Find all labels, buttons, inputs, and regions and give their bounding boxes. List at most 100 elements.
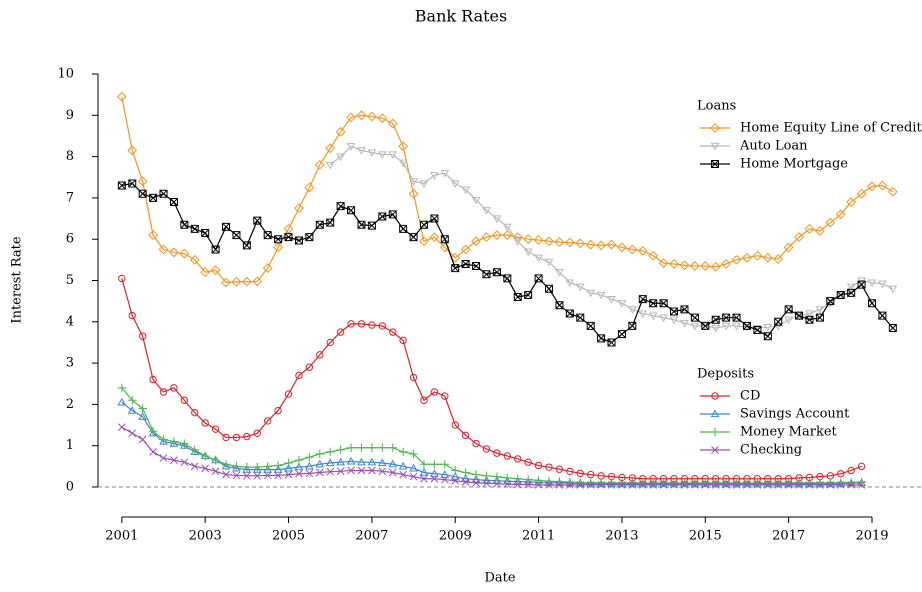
data-point — [805, 315, 814, 324]
data-point — [628, 478, 637, 488]
legend-marker — [711, 446, 719, 454]
data-point — [325, 161, 335, 170]
data-point — [326, 467, 335, 476]
data-point — [159, 189, 168, 198]
data-point — [451, 421, 459, 429]
legend-marker — [710, 409, 720, 418]
data-point — [357, 443, 366, 453]
data-point — [451, 264, 460, 273]
data-point — [597, 334, 606, 343]
data-point — [700, 478, 710, 488]
data-point — [836, 478, 846, 488]
data-point — [846, 283, 856, 292]
data-point — [742, 478, 752, 488]
data-point — [180, 396, 189, 404]
data-point — [502, 223, 512, 232]
data-point — [670, 481, 678, 489]
data-point — [325, 458, 335, 467]
data-point — [429, 232, 440, 243]
legend-label: Savings Account — [740, 407, 850, 422]
data-point — [680, 305, 689, 314]
data-point — [377, 458, 387, 467]
data-point — [711, 478, 721, 488]
y-axis-label: Interest Rate — [10, 236, 25, 323]
data-point — [836, 481, 845, 489]
data-point — [804, 223, 815, 234]
data-point — [648, 312, 658, 321]
data-point — [357, 220, 366, 229]
data-point — [200, 267, 211, 278]
data-point — [565, 279, 575, 288]
data-point — [471, 470, 481, 479]
data-point — [534, 476, 543, 485]
data-point — [482, 471, 491, 481]
data-point — [481, 232, 492, 243]
data-point — [159, 435, 168, 444]
data-point — [544, 476, 554, 486]
data-point — [388, 459, 398, 468]
data-point — [815, 313, 824, 322]
data-point — [284, 470, 293, 479]
data-point — [784, 481, 793, 489]
data-point — [523, 475, 533, 484]
data-point — [409, 178, 418, 186]
legend-marker — [711, 160, 719, 168]
data-point — [816, 481, 824, 489]
x-tick-label: 2015 — [689, 529, 722, 544]
data-point — [169, 439, 179, 447]
data-point — [784, 316, 794, 325]
data-point — [492, 215, 502, 224]
data-point — [211, 425, 220, 433]
data-point — [138, 435, 147, 444]
data-point — [356, 110, 367, 121]
data-point — [263, 465, 273, 473]
data-point — [648, 478, 658, 488]
data-point — [325, 143, 336, 154]
data-point — [190, 445, 200, 455]
data-point — [273, 465, 283, 473]
data-point — [784, 305, 793, 314]
data-point — [252, 465, 262, 473]
data-point — [419, 236, 429, 247]
data-point — [690, 313, 699, 322]
data-point — [482, 479, 491, 488]
x-axis-label: Date — [484, 571, 515, 586]
data-point — [294, 203, 304, 214]
data-point — [179, 248, 190, 259]
data-point — [232, 433, 241, 442]
data-point — [690, 478, 700, 488]
data-point — [170, 456, 178, 464]
data-point — [158, 244, 169, 255]
data-point — [450, 472, 460, 480]
data-point — [294, 236, 303, 245]
x-tick-label: 2009 — [439, 529, 472, 544]
data-point — [711, 315, 720, 324]
data-point — [555, 465, 564, 473]
data-point — [617, 478, 627, 488]
data-point — [679, 260, 690, 271]
data-point — [503, 274, 512, 283]
data-point — [492, 268, 501, 277]
data-point — [336, 202, 345, 211]
data-point — [837, 470, 845, 478]
data-point — [191, 408, 199, 417]
data-point — [753, 481, 762, 489]
data-point — [763, 478, 773, 488]
data-point — [367, 443, 377, 453]
data-point — [294, 455, 304, 465]
data-point — [575, 283, 585, 292]
y-tick-label: 2 — [66, 397, 74, 412]
legend-marker — [710, 123, 720, 133]
data-point — [867, 279, 877, 288]
y-tick-label: 5 — [66, 273, 74, 288]
data-point — [305, 469, 314, 478]
data-point — [399, 470, 407, 479]
data-point — [398, 141, 409, 152]
data-point — [388, 151, 398, 160]
data-point — [170, 384, 178, 392]
series-line — [121, 278, 862, 480]
data-point — [305, 461, 314, 470]
data-point — [295, 371, 303, 380]
data-point — [274, 406, 282, 415]
data-point — [586, 321, 595, 330]
